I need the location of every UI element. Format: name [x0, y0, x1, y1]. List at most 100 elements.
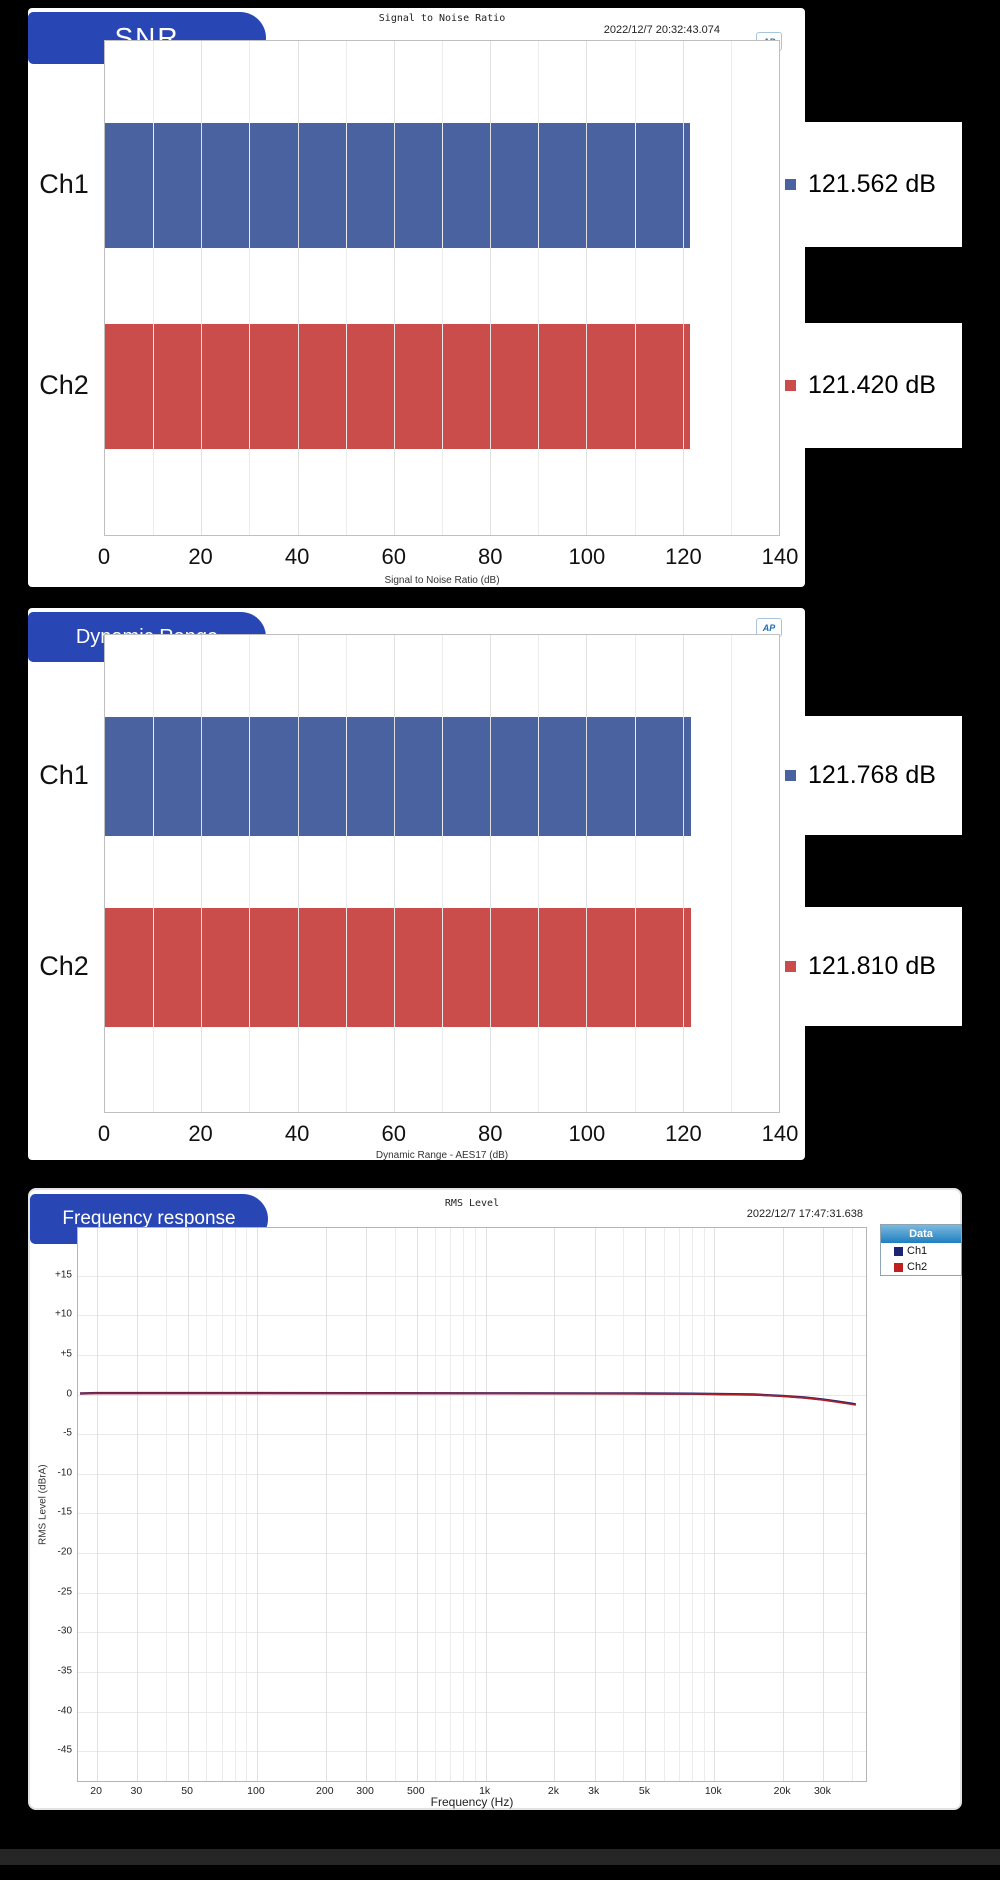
dr-category-label-ch1: Ch1: [39, 760, 89, 790]
y-tick-label: +15: [55, 1269, 72, 1281]
y-tick-label: -40: [57, 1705, 72, 1717]
y-tick-label: -10: [57, 1467, 72, 1479]
snr-plot-area: [104, 40, 780, 536]
dr-bar-ch1: [105, 717, 692, 836]
fr-curves: [79, 1391, 856, 1406]
gridline: [730, 635, 732, 1112]
x-tick-label: 200: [316, 1785, 334, 1797]
y-tick-label: 0: [66, 1388, 72, 1399]
gridline: [78, 1751, 866, 1753]
x-tick-label: 1k: [479, 1785, 491, 1797]
gridline: [234, 1228, 236, 1781]
gridline: [153, 41, 155, 535]
gridline: [249, 41, 251, 535]
frequency-response-banner-label: Frequency response: [62, 1208, 236, 1229]
dr-value-readout-ch1: 121.768 dB: [780, 716, 962, 835]
gridline: [586, 41, 588, 535]
gridline: [823, 1228, 825, 1781]
ch2-legend-square: [894, 1262, 903, 1272]
gridline: [78, 1672, 866, 1673]
gridline: [490, 41, 492, 535]
gridline: [490, 635, 492, 1112]
gridline: [78, 1592, 866, 1594]
gridline: [165, 1228, 167, 1781]
gridline: [485, 1228, 487, 1781]
gridline: [692, 1228, 694, 1781]
series-ch2-line: [79, 1392, 856, 1406]
ch2-legend-label: Ch2: [907, 1261, 928, 1273]
fr-legend-item-ch2[interactable]: Ch2: [881, 1259, 961, 1275]
fr-legend-item-ch1[interactable]: Ch1: [881, 1243, 961, 1259]
ch1-legend-label: Ch1: [907, 1245, 928, 1257]
y-tick-label: +10: [55, 1308, 72, 1320]
x-tick-label: 300: [356, 1785, 374, 1797]
frequency-response-panel: RMS Level 2022/12/7 17:47:31.638 AP Freq…: [28, 1188, 962, 1810]
gridline: [594, 1228, 596, 1781]
x-tick-label: 80: [478, 544, 503, 569]
gridline: [206, 1228, 208, 1781]
gridline: [78, 1354, 866, 1356]
x-tick-label: 140: [761, 1121, 799, 1146]
gridline: [783, 1228, 785, 1781]
gridline: [256, 1228, 258, 1781]
gridline: [463, 1228, 465, 1781]
gridline: [78, 1632, 866, 1634]
dr-x-axis-label: Dynamic Range - AES17 (dB): [375, 1150, 509, 1161]
fr-legend-header: Data: [881, 1225, 961, 1243]
x-tick-label: 20k: [773, 1785, 791, 1797]
gridline: [78, 1275, 866, 1277]
x-tick-label: 100: [568, 1121, 606, 1146]
y-tick-label: -35: [57, 1665, 72, 1677]
gridline: [554, 1228, 556, 1781]
snr-category-label-ch2: Ch2: [39, 370, 89, 400]
x-tick-label: 60: [381, 1121, 406, 1146]
gridline: [78, 1513, 866, 1515]
fr-x-axis-label: Frequency (Hz): [430, 1795, 514, 1809]
x-tick-label: 0: [97, 544, 111, 569]
x-tick-label: 100: [247, 1785, 265, 1797]
y-tick-label: -15: [57, 1506, 72, 1518]
x-tick-label: 40: [284, 1121, 310, 1146]
dr-bar-ch2: [105, 908, 692, 1027]
snr-value-ch1: 121.562 dB: [808, 170, 936, 198]
gridline: [714, 1228, 716, 1781]
gridline: [586, 635, 588, 1112]
gridline: [682, 41, 684, 535]
gridline: [678, 1228, 680, 1781]
gridline: [645, 1228, 647, 1781]
x-tick-label: 0: [97, 1121, 111, 1146]
gridline: [325, 1228, 327, 1781]
dr-value-ch1: 121.768 dB: [808, 761, 936, 789]
gridline: [345, 635, 347, 1112]
dr-x-axis-ticks: 0 20 40 60 80 100 120 140: [98, 1121, 798, 1149]
gridline: [393, 635, 395, 1112]
ch1-marker-square: [785, 770, 796, 781]
gridline: [538, 41, 540, 535]
gridline: [851, 1228, 853, 1781]
x-tick-label: 2k: [547, 1785, 559, 1797]
gridline: [450, 1228, 452, 1781]
x-tick-label: 30: [130, 1785, 143, 1797]
gridline: [393, 41, 395, 535]
x-tick-label: 120: [665, 1121, 702, 1146]
fr-timestamp: 2022/12/7 17:47:31.638: [746, 1208, 863, 1220]
ch2-marker-square: [785, 380, 796, 391]
gridline: [78, 1553, 866, 1555]
fr-legend: Data Ch1 Ch2: [880, 1224, 962, 1276]
dr-value-ch2: 121.810 dB: [808, 952, 936, 980]
gridline: [78, 1434, 866, 1436]
gridline: [366, 1228, 368, 1781]
x-tick-label: 50: [181, 1785, 193, 1797]
x-tick-label: 120: [665, 544, 702, 569]
y-tick-label: -45: [57, 1744, 72, 1756]
dr-value-readout-ch2: 121.810 dB: [780, 907, 962, 1026]
fr-plot-area: [77, 1227, 867, 1782]
x-tick-label: 20: [188, 544, 213, 569]
gridline: [221, 1228, 223, 1781]
x-tick-label: 140: [761, 544, 799, 569]
x-tick-label: 100: [568, 544, 606, 569]
gridline: [394, 1228, 396, 1781]
fr-chart-title: RMS Level: [444, 1198, 500, 1209]
x-tick-label: 30k: [813, 1785, 831, 1797]
gridline: [442, 41, 443, 535]
